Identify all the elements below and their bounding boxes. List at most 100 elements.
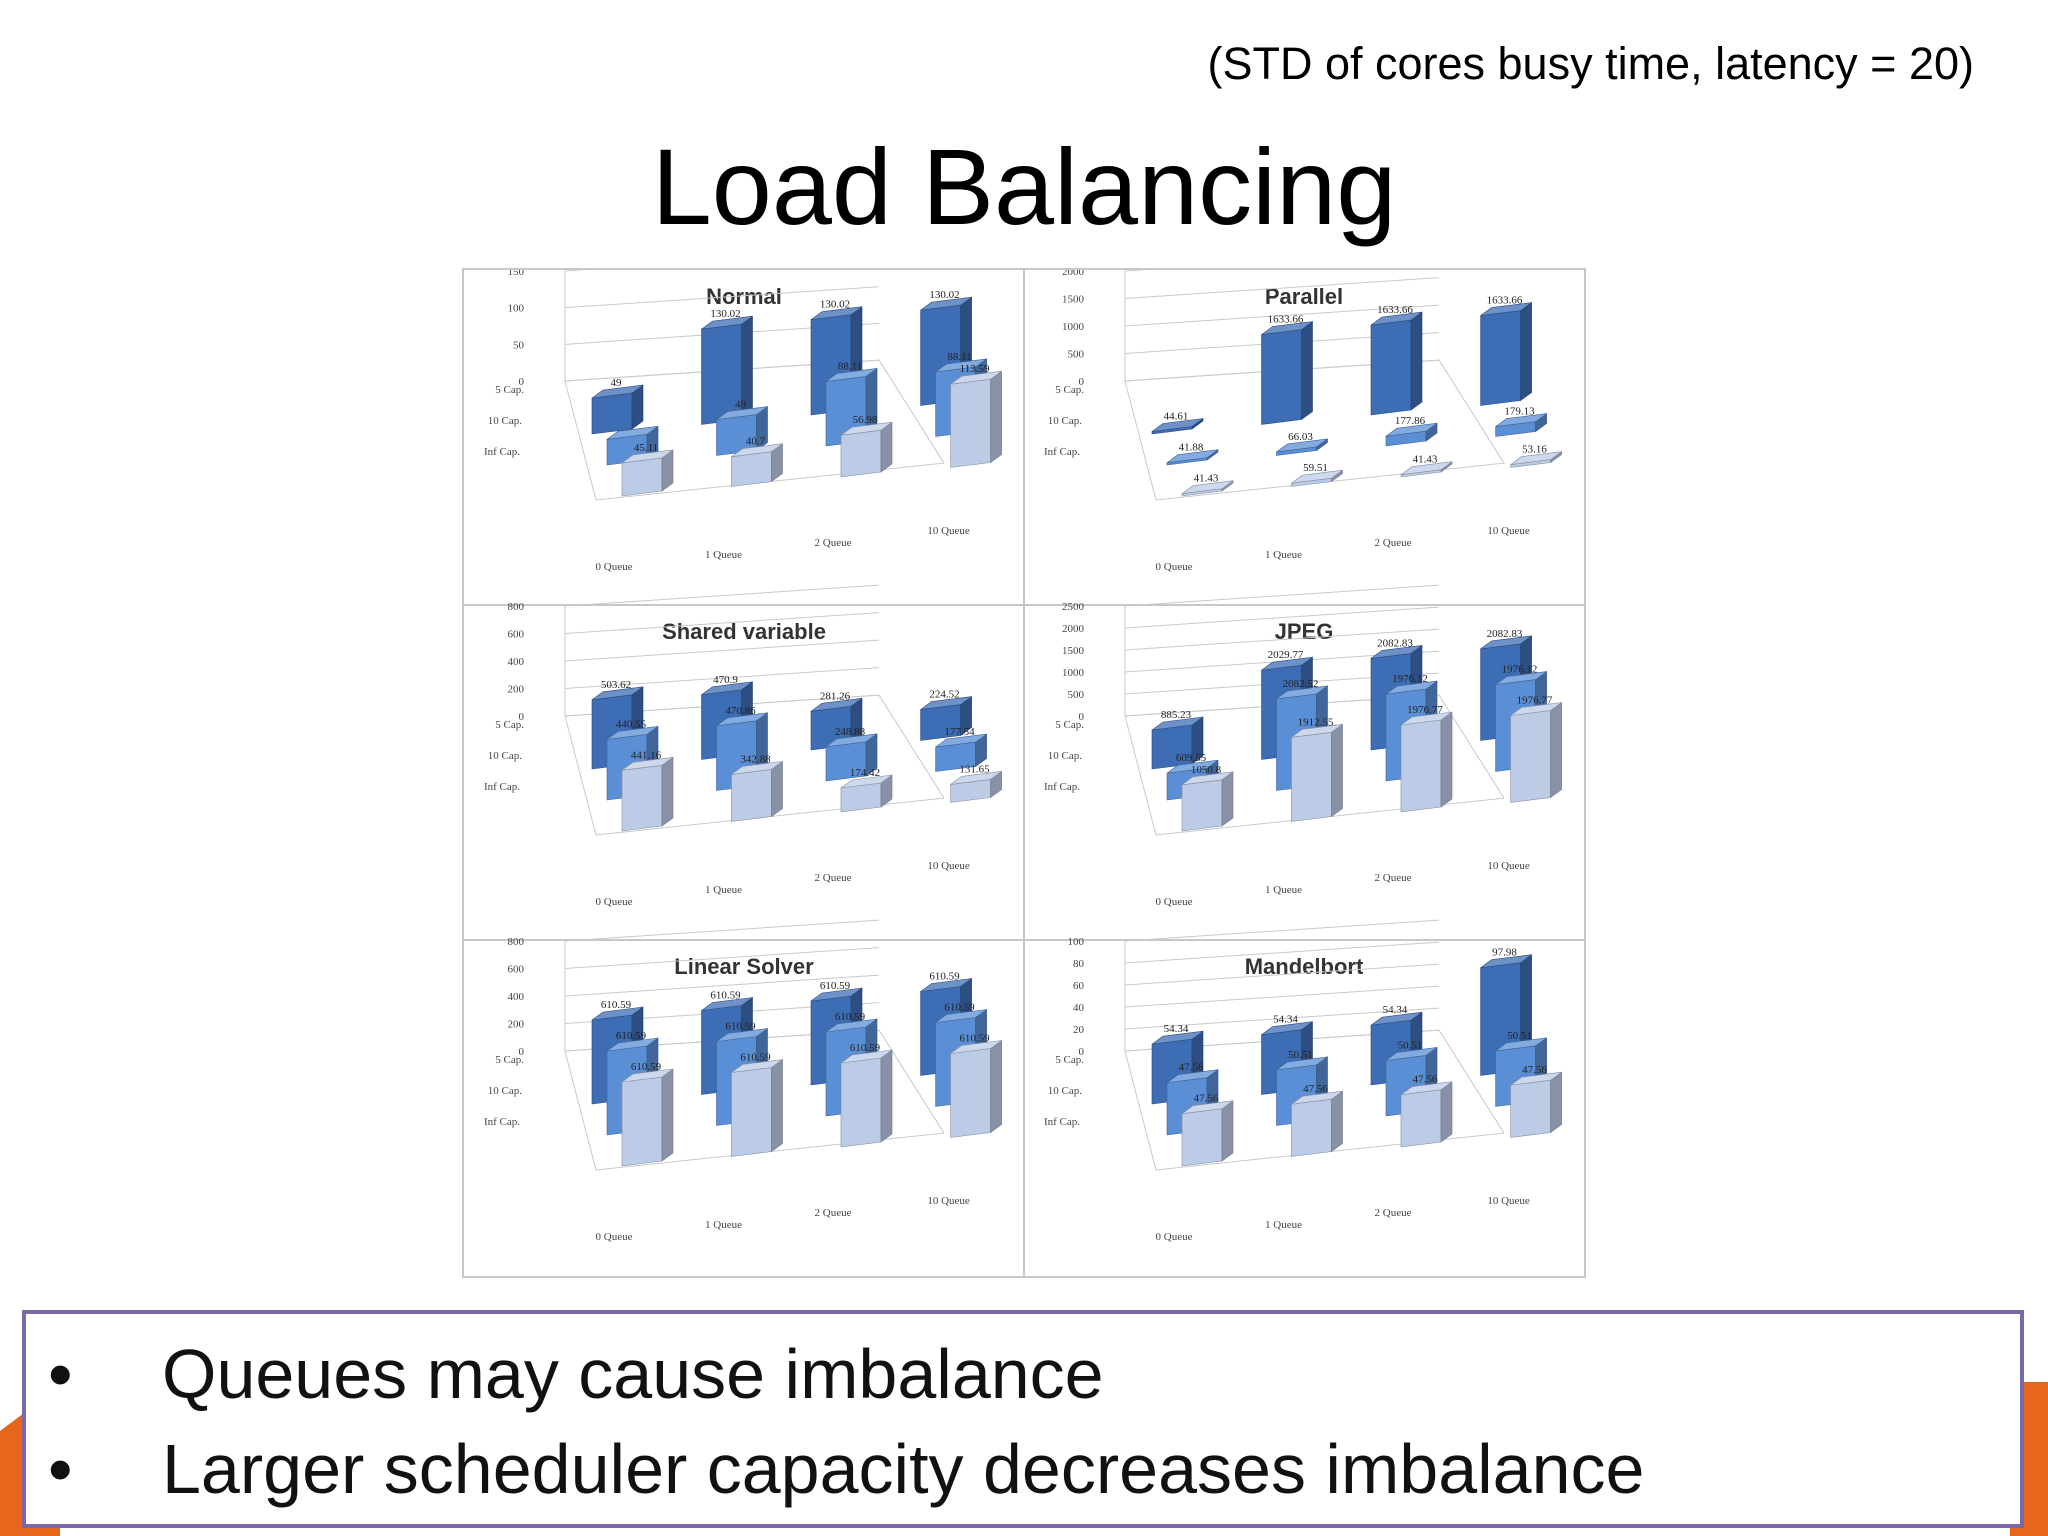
bar-top — [621, 757, 674, 771]
bar-top — [1385, 680, 1438, 695]
bar-side — [1331, 1090, 1343, 1153]
depth-label: 10 Cap. — [488, 750, 522, 762]
bullet-text: Larger scheduler capacity decreases imba… — [162, 1430, 1645, 1508]
bar-side — [1520, 302, 1532, 402]
chart-title: Linear Solver — [674, 954, 814, 979]
bar-front — [731, 769, 772, 822]
gridline — [1124, 277, 1440, 299]
y-tick-label: 1500 — [1062, 294, 1085, 306]
bar-top — [1181, 480, 1234, 494]
category-label: 1 Queue — [705, 549, 742, 561]
bar-top — [1166, 759, 1219, 774]
data-label: 47.56 — [1179, 1062, 1204, 1074]
bar-front — [591, 392, 633, 435]
bar-10-cap-0-queue — [1166, 449, 1219, 466]
depth-label: 10 Cap. — [488, 1085, 522, 1097]
chart-linear-solver: Linear Solver 0 200 400 600 800 5 Cap. 10 Cap. I… — [484, 919, 1002, 1243]
bar-side — [990, 370, 1002, 464]
y-tick-label: 0 — [519, 711, 525, 723]
depth-label: 10 Cap. — [488, 415, 522, 427]
bar-inf-cap-1-queue — [1291, 1090, 1343, 1157]
category-label: 10 Queue — [1487, 860, 1530, 872]
bar-top — [1510, 1071, 1562, 1086]
data-label: 1633.66 — [1377, 304, 1413, 316]
y-tick-label: 500 — [1068, 349, 1085, 361]
bar-front — [1370, 319, 1412, 416]
category-label: 1 Queue — [1265, 549, 1302, 561]
bar-front — [1291, 1098, 1332, 1157]
bar-top — [1480, 302, 1532, 316]
bar-inf-cap-2-queue — [840, 774, 893, 813]
bullet-box: • Queues may cause imbalance • Larger sc… — [22, 1310, 2024, 1528]
depth-label: 5 Cap. — [1055, 1054, 1084, 1066]
bar-side — [1301, 321, 1313, 421]
bar-inf-cap-1-queue — [731, 1058, 783, 1157]
bar-front — [731, 451, 772, 487]
bar-inf-cap-10-queue — [950, 1039, 1002, 1138]
data-label: 1050.8 — [1191, 764, 1222, 776]
bar-10-cap-1-queue — [716, 406, 768, 456]
chart-floor — [564, 1029, 945, 1171]
bar-10-cap-2-queue — [1385, 422, 1438, 447]
data-label: 1633.66 — [1268, 314, 1304, 326]
y-tick-label: 20 — [1073, 1024, 1085, 1036]
slide-subtitle: (STD of cores busy time, latency = 20) — [1207, 38, 1974, 89]
charts-panel: Normal 0 50 100 150 5 Cap. 10 Cap. Inf Cap. 0 Qu… — [462, 268, 1586, 1278]
chart-title: Mandelbort — [1245, 954, 1364, 979]
depth-label: 5 Cap. — [1055, 719, 1084, 731]
gridline — [564, 947, 880, 969]
chart-floor — [1124, 1029, 1505, 1171]
bar-top — [606, 426, 659, 440]
bar-inf-cap-10-queue — [1510, 451, 1562, 468]
data-label: 1976.77 — [1407, 704, 1443, 716]
bar-top — [1291, 469, 1343, 484]
category-label: 1 Queue — [705, 884, 742, 896]
bar-top — [1370, 645, 1423, 659]
data-label: 177.54 — [944, 726, 975, 738]
data-label: 179.13 — [1504, 406, 1535, 418]
bar-top — [920, 978, 972, 992]
bar-inf-cap-1-queue — [731, 760, 783, 822]
bar-top — [1510, 451, 1562, 465]
bar-front — [1291, 731, 1332, 822]
bar-front — [621, 764, 663, 832]
gridline — [1124, 270, 1148, 272]
bar-side — [1221, 1100, 1234, 1162]
data-label: 49 — [735, 399, 747, 411]
bar-top — [935, 1009, 987, 1023]
bar-top — [1276, 1056, 1328, 1071]
bar-side — [1331, 723, 1343, 818]
data-label: 50.51 — [1398, 1039, 1423, 1051]
data-label: 47.56 — [1522, 1064, 1547, 1076]
data-label: 342.88 — [740, 753, 771, 765]
gridline — [1124, 919, 1440, 942]
bar-top — [1385, 1047, 1438, 1061]
bullet-marker: • — [48, 1430, 73, 1508]
bar-front — [1181, 779, 1223, 832]
bar-inf-cap-10-queue — [950, 370, 1002, 468]
bar-top — [1151, 418, 1204, 432]
bar-5-cap-10-queue — [1480, 302, 1532, 406]
bar-top — [1495, 1037, 1547, 1052]
y-tick-label: 500 — [1068, 689, 1085, 701]
gridline — [564, 974, 880, 997]
data-label: 41.88 — [1179, 442, 1204, 454]
bar-front — [1510, 1079, 1551, 1138]
chart-floor — [564, 359, 945, 501]
bar-top — [701, 681, 753, 696]
data-label: 1976.12 — [1502, 664, 1538, 676]
bar-top — [591, 384, 644, 399]
y-tick-label: 40 — [1073, 1002, 1085, 1014]
bar-inf-cap-10-queue — [1510, 1071, 1562, 1138]
chart-floor — [564, 694, 945, 836]
data-label: 44.61 — [1164, 411, 1189, 423]
bar-top — [1385, 422, 1438, 437]
data-label: 88.11 — [838, 360, 862, 372]
data-label: 88.11 — [947, 351, 971, 363]
y-tick-label: 80 — [1073, 958, 1085, 970]
category-label: 10 Queue — [927, 860, 970, 872]
data-label: 130.02 — [820, 299, 850, 311]
category-label: 0 Queue — [1156, 1231, 1193, 1243]
depth-label: Inf Cap. — [1044, 781, 1080, 793]
category-label: 2 Queue — [815, 1207, 852, 1219]
